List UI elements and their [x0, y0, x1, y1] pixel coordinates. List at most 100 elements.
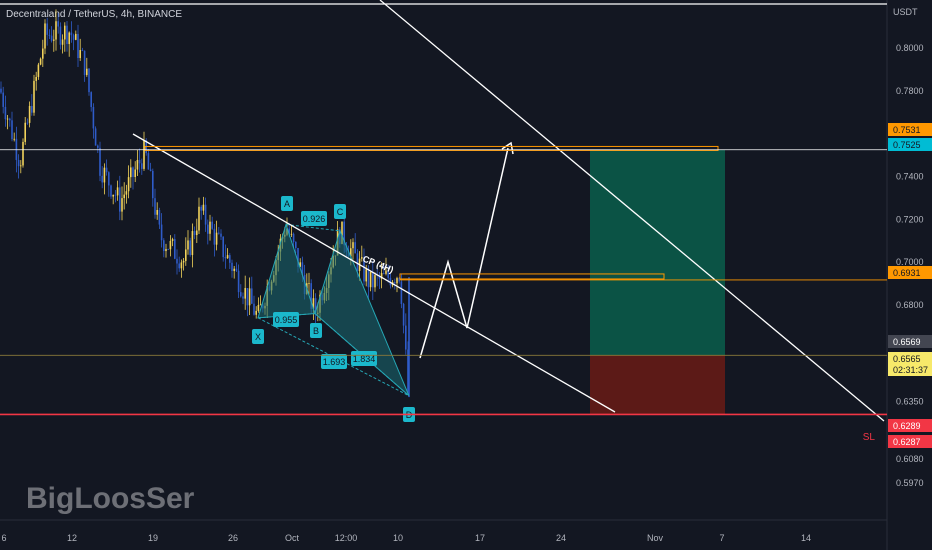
- candle-body: [242, 296, 244, 299]
- candle-body: [0, 88, 2, 93]
- candle-body: [39, 58, 42, 65]
- candle-body: [108, 172, 110, 186]
- candle-body: [22, 141, 24, 166]
- candle-body: [9, 118, 11, 121]
- pattern-ratio-label: 1.693: [323, 357, 346, 367]
- candle-body: [187, 240, 189, 250]
- pattern-ratio-badge: [273, 312, 299, 327]
- pattern-point-c-badge: [334, 204, 346, 219]
- candle-body: [185, 249, 187, 261]
- candle-body: [105, 167, 108, 173]
- pattern-xb-line: [257, 313, 316, 319]
- candle-body: [141, 163, 143, 169]
- candle-body: [220, 233, 222, 237]
- candle-body: [46, 23, 48, 35]
- time-tick-label: 7: [719, 533, 724, 543]
- candle-body: [158, 209, 161, 225]
- candle-body: [75, 33, 77, 40]
- candle-body: [209, 221, 211, 234]
- entry-level-box: [399, 273, 665, 280]
- watermark-text: BigLoosSer: [26, 482, 195, 515]
- downtrend-line-lower: [132, 133, 616, 413]
- pattern-ratio-badge: [301, 211, 327, 226]
- candle-body: [248, 288, 251, 306]
- candle-body: [97, 145, 99, 148]
- candle-body: [6, 118, 9, 120]
- candle-body: [127, 177, 130, 192]
- candle-body: [61, 39, 64, 45]
- candle-body: [42, 48, 44, 59]
- candle-body: [68, 32, 70, 45]
- candle-body: [295, 241, 297, 248]
- candle-body: [290, 233, 293, 235]
- time-axis: 6 12 19 26 Oct 12:00 10 17 24 Nov 7 14: [1, 533, 811, 543]
- candle-body: [134, 169, 136, 178]
- candle-body: [222, 236, 224, 258]
- price-axis-currency: USDT: [893, 7, 918, 17]
- time-tick-label: Oct: [285, 533, 300, 543]
- candle-body: [301, 262, 304, 275]
- price-axis: USDT 0.8000 0.7800 0.7400 0.7200 0.7000 0.6800…: [888, 7, 932, 488]
- candle-body: [240, 292, 242, 297]
- candle-body: [407, 349, 409, 391]
- candle-body: [130, 167, 132, 178]
- candle-body: [160, 224, 163, 241]
- candle-body: [308, 283, 310, 284]
- candle-body: [59, 26, 62, 45]
- price-tick-label: 0.5970: [896, 478, 924, 488]
- candle-body: [402, 303, 405, 326]
- candle-body: [138, 159, 141, 164]
- time-tick-label: 6: [1, 533, 6, 543]
- candle-body: [202, 204, 205, 211]
- candle-body: [50, 35, 53, 41]
- candle-body: [365, 269, 367, 282]
- candle-body: [94, 128, 97, 146]
- candle-body: [237, 270, 240, 293]
- pattern-ratio-label: 0.955: [275, 315, 298, 325]
- candle-body: [259, 304, 262, 306]
- candle-body: [11, 120, 13, 140]
- candle-body: [182, 260, 185, 263]
- price-tick-label: 0.7400: [896, 172, 924, 182]
- candle-body: [255, 310, 257, 315]
- time-tick-label: 17: [475, 533, 485, 543]
- candle-body: [163, 240, 165, 252]
- candle-body: [224, 257, 227, 259]
- candle-body: [189, 240, 191, 255]
- candle-body: [288, 228, 290, 235]
- candle-body: [35, 76, 37, 81]
- time-tick-label: 24: [556, 533, 566, 543]
- candle-body: [26, 122, 29, 124]
- candle-body: [169, 240, 172, 250]
- pattern-point-b-label: B: [313, 326, 319, 336]
- candle-body: [86, 68, 88, 75]
- candle-body: [380, 273, 383, 279]
- candle-body: [57, 21, 59, 27]
- candle-body: [372, 271, 374, 288]
- candle-body: [312, 298, 315, 309]
- price-badge: [888, 123, 932, 136]
- candle-body: [251, 288, 253, 304]
- candle-body: [253, 303, 255, 315]
- price-tick-label: 0.6080: [896, 454, 924, 464]
- time-tick-label: Nov: [647, 533, 664, 543]
- price-tick-label: 0.7200: [896, 214, 924, 224]
- price-badge-label: 0.7531: [893, 125, 921, 135]
- candle-body: [297, 247, 299, 267]
- candle-body: [13, 138, 15, 140]
- candle-body: [310, 283, 312, 309]
- candle-body: [24, 122, 26, 142]
- time-tick-label: 12: [67, 533, 77, 543]
- pattern-xab: [257, 222, 316, 319]
- pattern-point-b-badge: [310, 323, 322, 338]
- candle-body: [198, 206, 200, 231]
- candle-body: [53, 39, 55, 41]
- time-tick-label: 12:00: [335, 533, 358, 543]
- candle-body: [387, 270, 389, 278]
- candle-body: [81, 50, 84, 51]
- candle-body: [110, 185, 112, 197]
- price-tick-label: 0.7800: [896, 86, 924, 96]
- candle-body: [90, 92, 92, 108]
- candle-body: [354, 242, 356, 254]
